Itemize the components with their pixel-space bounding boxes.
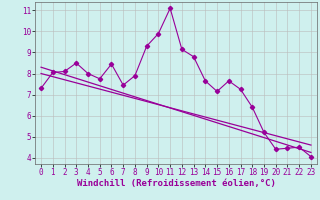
X-axis label: Windchill (Refroidissement éolien,°C): Windchill (Refroidissement éolien,°C)	[76, 179, 276, 188]
